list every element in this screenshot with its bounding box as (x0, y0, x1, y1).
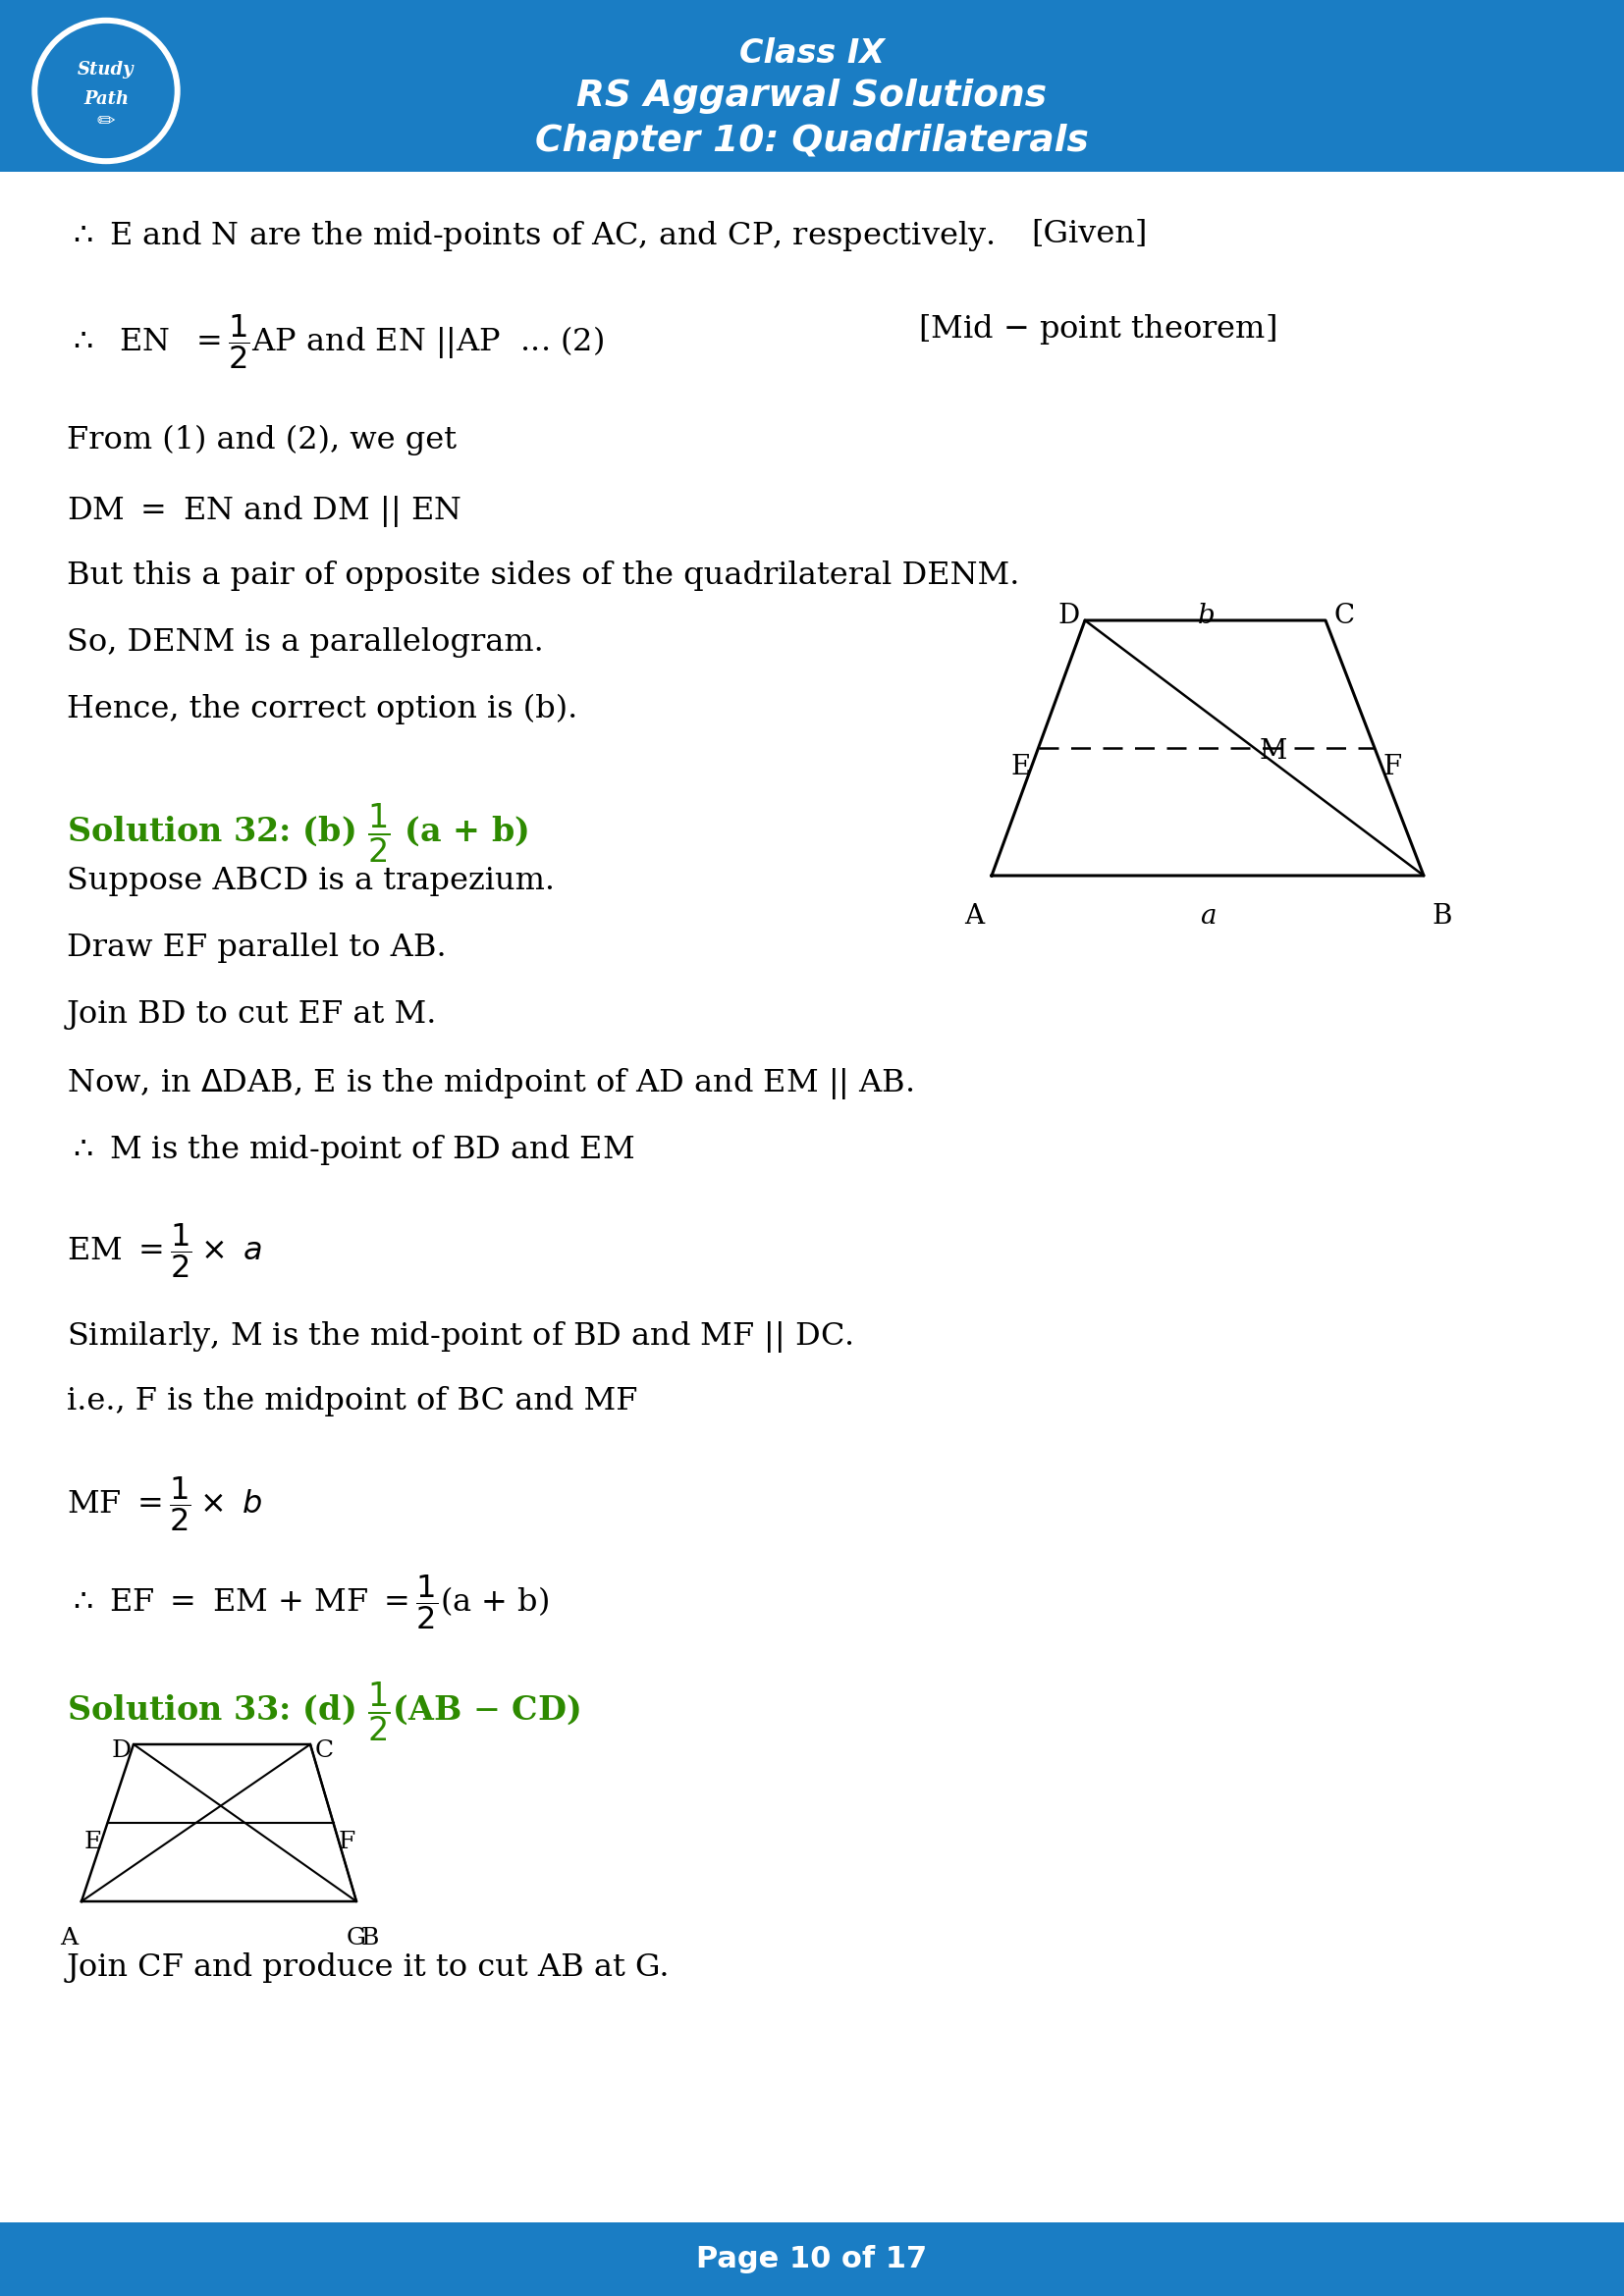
Text: A: A (965, 902, 984, 930)
Text: Join BD to cut EF at M.: Join BD to cut EF at M. (67, 999, 437, 1029)
Text: Hence, the correct option is (b).: Hence, the correct option is (b). (67, 693, 578, 726)
Bar (0, 172, 1624, 2223)
Text: But this a pair of opposite sides of the quadrilateral DENM.: But this a pair of opposite sides of the… (67, 560, 1020, 590)
Text: Now, in $\Delta$DAB, E is the midpoint of AD and EM $||$ AB.: Now, in $\Delta$DAB, E is the midpoint o… (67, 1065, 914, 1102)
Text: $\therefore$ M is the mid-point of BD and EM: $\therefore$ M is the mid-point of BD an… (67, 1132, 635, 1166)
Text: So, DENM is a parallelogram.: So, DENM is a parallelogram. (67, 627, 544, 657)
Text: B: B (361, 1926, 380, 1949)
Text: F: F (1382, 753, 1402, 781)
Text: Path: Path (83, 90, 128, 108)
Text: A: A (60, 1926, 78, 1949)
Text: $\therefore$ EF $=$ EM $+$ MF $= \dfrac{1}{2}$(a + b): $\therefore$ EF $=$ EM $+$ MF $= \dfrac{… (67, 1573, 549, 1632)
Text: MF $= \dfrac{1}{2} \times$ $b$: MF $= \dfrac{1}{2} \times$ $b$ (67, 1474, 261, 1534)
Text: E: E (1010, 753, 1031, 781)
Text: D: D (1057, 604, 1080, 629)
Text: Study: Study (78, 60, 135, 78)
Text: $\therefore$  EN  $= \dfrac{1}{2}$AP and EN $||$AP  ... (2): $\therefore$ EN $= \dfrac{1}{2}$AP and E… (67, 312, 604, 372)
Text: $\therefore$ E and N are the mid-points of AC, and CP, respectively.: $\therefore$ E and N are the mid-points … (67, 218, 994, 253)
Ellipse shape (32, 18, 180, 163)
Text: Join CF and produce it to cut AB at G.: Join CF and produce it to cut AB at G. (67, 1952, 671, 1984)
Text: B: B (1431, 902, 1452, 930)
Text: RS Aggarwal Solutions: RS Aggarwal Solutions (577, 78, 1047, 115)
Text: E: E (84, 1830, 102, 1853)
Bar (0, 0, 1624, 172)
Text: Draw EF parallel to AB.: Draw EF parallel to AB. (67, 932, 447, 962)
Text: Chapter 10: Quadrilaterals: Chapter 10: Quadrilaterals (536, 124, 1088, 158)
Bar (0, 2223, 1624, 2296)
Text: i.e., F is the midpoint of BC and MF: i.e., F is the midpoint of BC and MF (67, 1387, 638, 1417)
Text: [Mid $-$ point theorem]: [Mid $-$ point theorem] (918, 312, 1276, 347)
Text: From (1) and (2), we get: From (1) and (2), we get (67, 425, 456, 455)
Text: G: G (346, 1926, 367, 1949)
Text: Page 10 of 17: Page 10 of 17 (697, 2245, 927, 2273)
Text: Class IX: Class IX (739, 37, 885, 69)
Text: Solution 33: (d) $\dfrac{1}{2}$(AB $-$ CD): Solution 33: (d) $\dfrac{1}{2}$(AB $-$ C… (67, 1681, 580, 1743)
Text: Similarly, M is the mid-point of BD and MF $||$ DC.: Similarly, M is the mid-point of BD and … (67, 1320, 853, 1355)
Text: F: F (338, 1830, 356, 1853)
Text: b: b (1197, 604, 1215, 629)
Text: C: C (315, 1740, 335, 1761)
Text: M: M (1259, 739, 1288, 765)
Text: C: C (1333, 604, 1354, 629)
Text: D: D (112, 1740, 132, 1761)
Text: Solution 32: (b) $\dfrac{1}{2}$ (a + b): Solution 32: (b) $\dfrac{1}{2}$ (a + b) (67, 801, 528, 866)
Text: ✏: ✏ (97, 113, 115, 133)
Ellipse shape (39, 23, 174, 158)
Text: DM $=$ EN and DM $||$ EN: DM $=$ EN and DM $||$ EN (67, 494, 461, 528)
Text: EM $= \dfrac{1}{2} \times$ $a$: EM $= \dfrac{1}{2} \times$ $a$ (67, 1221, 261, 1279)
Text: a: a (1200, 902, 1216, 930)
Text: Suppose ABCD is a trapezium.: Suppose ABCD is a trapezium. (67, 866, 555, 895)
Text: [Given]: [Given] (1031, 218, 1147, 250)
